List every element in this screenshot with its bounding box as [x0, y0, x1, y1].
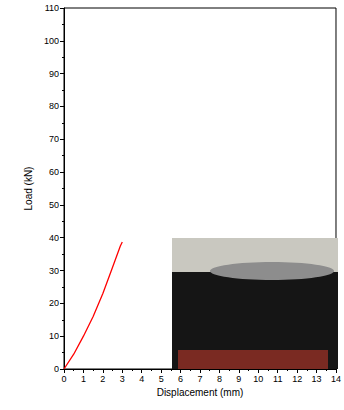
svg-text:1: 1 [81, 374, 86, 384]
svg-text:50: 50 [49, 200, 59, 210]
svg-text:100: 100 [44, 36, 59, 46]
svg-text:5: 5 [159, 374, 164, 384]
svg-text:10: 10 [49, 331, 59, 341]
svg-text:8: 8 [217, 374, 222, 384]
svg-text:12: 12 [292, 374, 302, 384]
svg-text:4: 4 [139, 374, 144, 384]
svg-text:11: 11 [273, 374, 282, 384]
svg-text:2: 2 [100, 374, 105, 384]
svg-text:13: 13 [312, 374, 322, 384]
svg-text:Load (kN): Load (kN) [23, 167, 34, 211]
svg-text:70: 70 [49, 134, 59, 144]
svg-text:Displacement (mm): Displacement (mm) [157, 387, 244, 398]
svg-text:60: 60 [49, 167, 59, 177]
svg-text:90: 90 [49, 69, 59, 79]
svg-text:7: 7 [197, 374, 202, 384]
svg-text:3: 3 [120, 374, 125, 384]
svg-text:30: 30 [49, 266, 59, 276]
svg-text:40: 40 [49, 233, 59, 243]
svg-text:0: 0 [61, 374, 66, 384]
svg-text:20: 20 [49, 298, 59, 308]
svg-text:0: 0 [54, 364, 59, 374]
svg-text:10: 10 [253, 374, 263, 384]
svg-text:6: 6 [178, 374, 183, 384]
svg-text:80: 80 [49, 101, 59, 111]
svg-text:9: 9 [236, 374, 241, 384]
svg-text:110: 110 [45, 3, 59, 13]
svg-text:14: 14 [331, 374, 341, 384]
